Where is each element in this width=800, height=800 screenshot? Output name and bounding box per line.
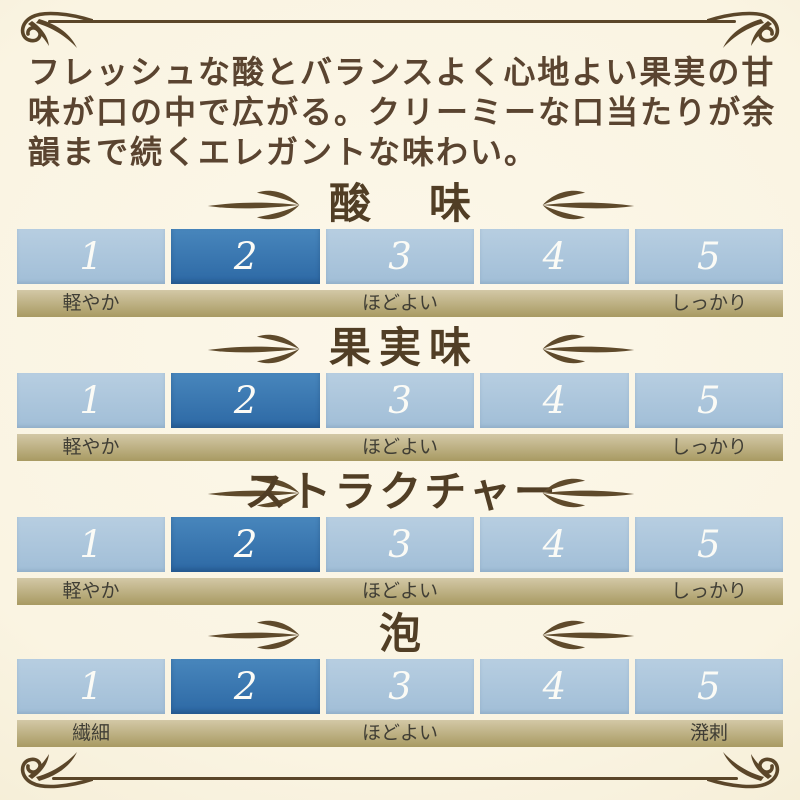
scale-label-low: 軽やか: [62, 437, 120, 458]
rating-cell: 3: [325, 229, 475, 284]
scale-title: ストラクチャー: [244, 470, 559, 516]
rating-cell: 2: [171, 659, 320, 714]
corner-flourish-icon: [17, 750, 93, 792]
leaf-arrow-left-icon: [537, 618, 637, 652]
rating-cells: 1 2 3 4 5: [17, 373, 784, 428]
scale-label-high: しっかり: [670, 581, 747, 602]
rating-cell: 3: [325, 659, 475, 714]
rating-cell: 3: [325, 517, 475, 572]
scale-header: 果実味: [17, 326, 783, 373]
rating-cell: 2: [171, 229, 320, 284]
scale-label-mid: ほどよい: [361, 437, 438, 458]
scale-label-high: しっかり: [670, 293, 747, 314]
rating-cell: 4: [480, 659, 629, 714]
scale-header: ストラクチャー: [17, 470, 783, 517]
corner-flourish-icon: [707, 750, 783, 792]
scale-header: 泡: [17, 612, 783, 659]
rating-cell: 3: [325, 373, 475, 428]
scale-label-high: しっかり: [670, 437, 747, 458]
leaf-arrow-right-icon: [205, 188, 305, 222]
rating-cell: 1: [17, 229, 166, 284]
scale-header: 酸味: [17, 182, 783, 229]
scale-label-low: 繊細: [71, 723, 110, 744]
rating-cells: 1 2 3 4 5: [17, 517, 784, 572]
rating-cell: 4: [480, 373, 629, 428]
leaf-arrow-left-icon: [537, 188, 637, 222]
rating-cell: 1: [17, 659, 166, 714]
frame-top-line: [48, 20, 736, 23]
rating-cell: 2: [171, 373, 320, 428]
taste-scale-section: 泡 1 2 3 4 5 繊細 ほどよい 溌剌: [17, 612, 784, 748]
scale-label-bar: 軽やか ほどよい しっかり: [17, 578, 783, 605]
rating-cells: 1 2 3 4 5: [17, 659, 784, 714]
scale-title: 果実味: [328, 326, 479, 372]
rating-cell: 2: [171, 517, 320, 572]
tasting-description: フレッシュな酸とバランスよく心地よい果実の甘 味が口の中で広がる。クリーミーな口…: [28, 52, 780, 172]
scale-title: 酸味: [328, 182, 529, 228]
rating-cell: 4: [480, 229, 629, 284]
leaf-arrow-right-icon: [205, 618, 305, 652]
scale-label-mid: ほどよい: [361, 723, 438, 744]
scale-label-mid: ほどよい: [361, 293, 438, 314]
corner-flourish-icon: [17, 8, 93, 50]
description-line: フレッシュな酸とバランスよく心地よい果実の甘: [28, 54, 776, 90]
rating-cell: 5: [634, 517, 784, 572]
scale-label-low: 軽やか: [62, 293, 120, 314]
scale-label-bar: 繊細 ほどよい 溌剌: [17, 720, 783, 747]
description-line: 韻まで続くエレガントな味わい。: [28, 134, 539, 170]
rating-cell: 4: [480, 517, 629, 572]
scale-label-high: 溌剌: [689, 723, 728, 744]
taste-scale-section: 酸味 1 2 3 4 5 軽やか ほどよい しっかり: [17, 182, 784, 318]
rating-cell: 5: [634, 373, 784, 428]
leaf-arrow-left-icon: [537, 332, 637, 366]
frame-bottom-line: [52, 777, 738, 780]
rating-cell: 5: [634, 659, 784, 714]
scale-label-low: 軽やか: [62, 581, 120, 602]
scale-title: 泡: [378, 612, 421, 658]
rating-cell: 1: [17, 373, 166, 428]
taste-scale-section: ストラクチャー 1 2 3 4 5 軽やか ほどよい しっかり: [17, 470, 784, 606]
leaf-arrow-right-icon: [205, 332, 305, 366]
leaf-arrow-right-icon: [205, 476, 305, 510]
rating-cell: 1: [17, 517, 166, 572]
scale-label-bar: 軽やか ほどよい しっかり: [17, 290, 783, 317]
scale-label-mid: ほどよい: [361, 581, 438, 602]
rating-cell: 5: [634, 229, 784, 284]
scale-label-bar: 軽やか ほどよい しっかり: [17, 434, 783, 461]
corner-flourish-icon: [707, 8, 783, 50]
taste-scale-section: 果実味 1 2 3 4 5 軽やか ほどよい しっかり: [17, 326, 784, 462]
leaf-arrow-left-icon: [537, 476, 637, 510]
description-line: 味が口の中で広がる。クリーミーな口当たりが余: [28, 94, 777, 130]
rating-cells: 1 2 3 4 5: [17, 229, 784, 284]
